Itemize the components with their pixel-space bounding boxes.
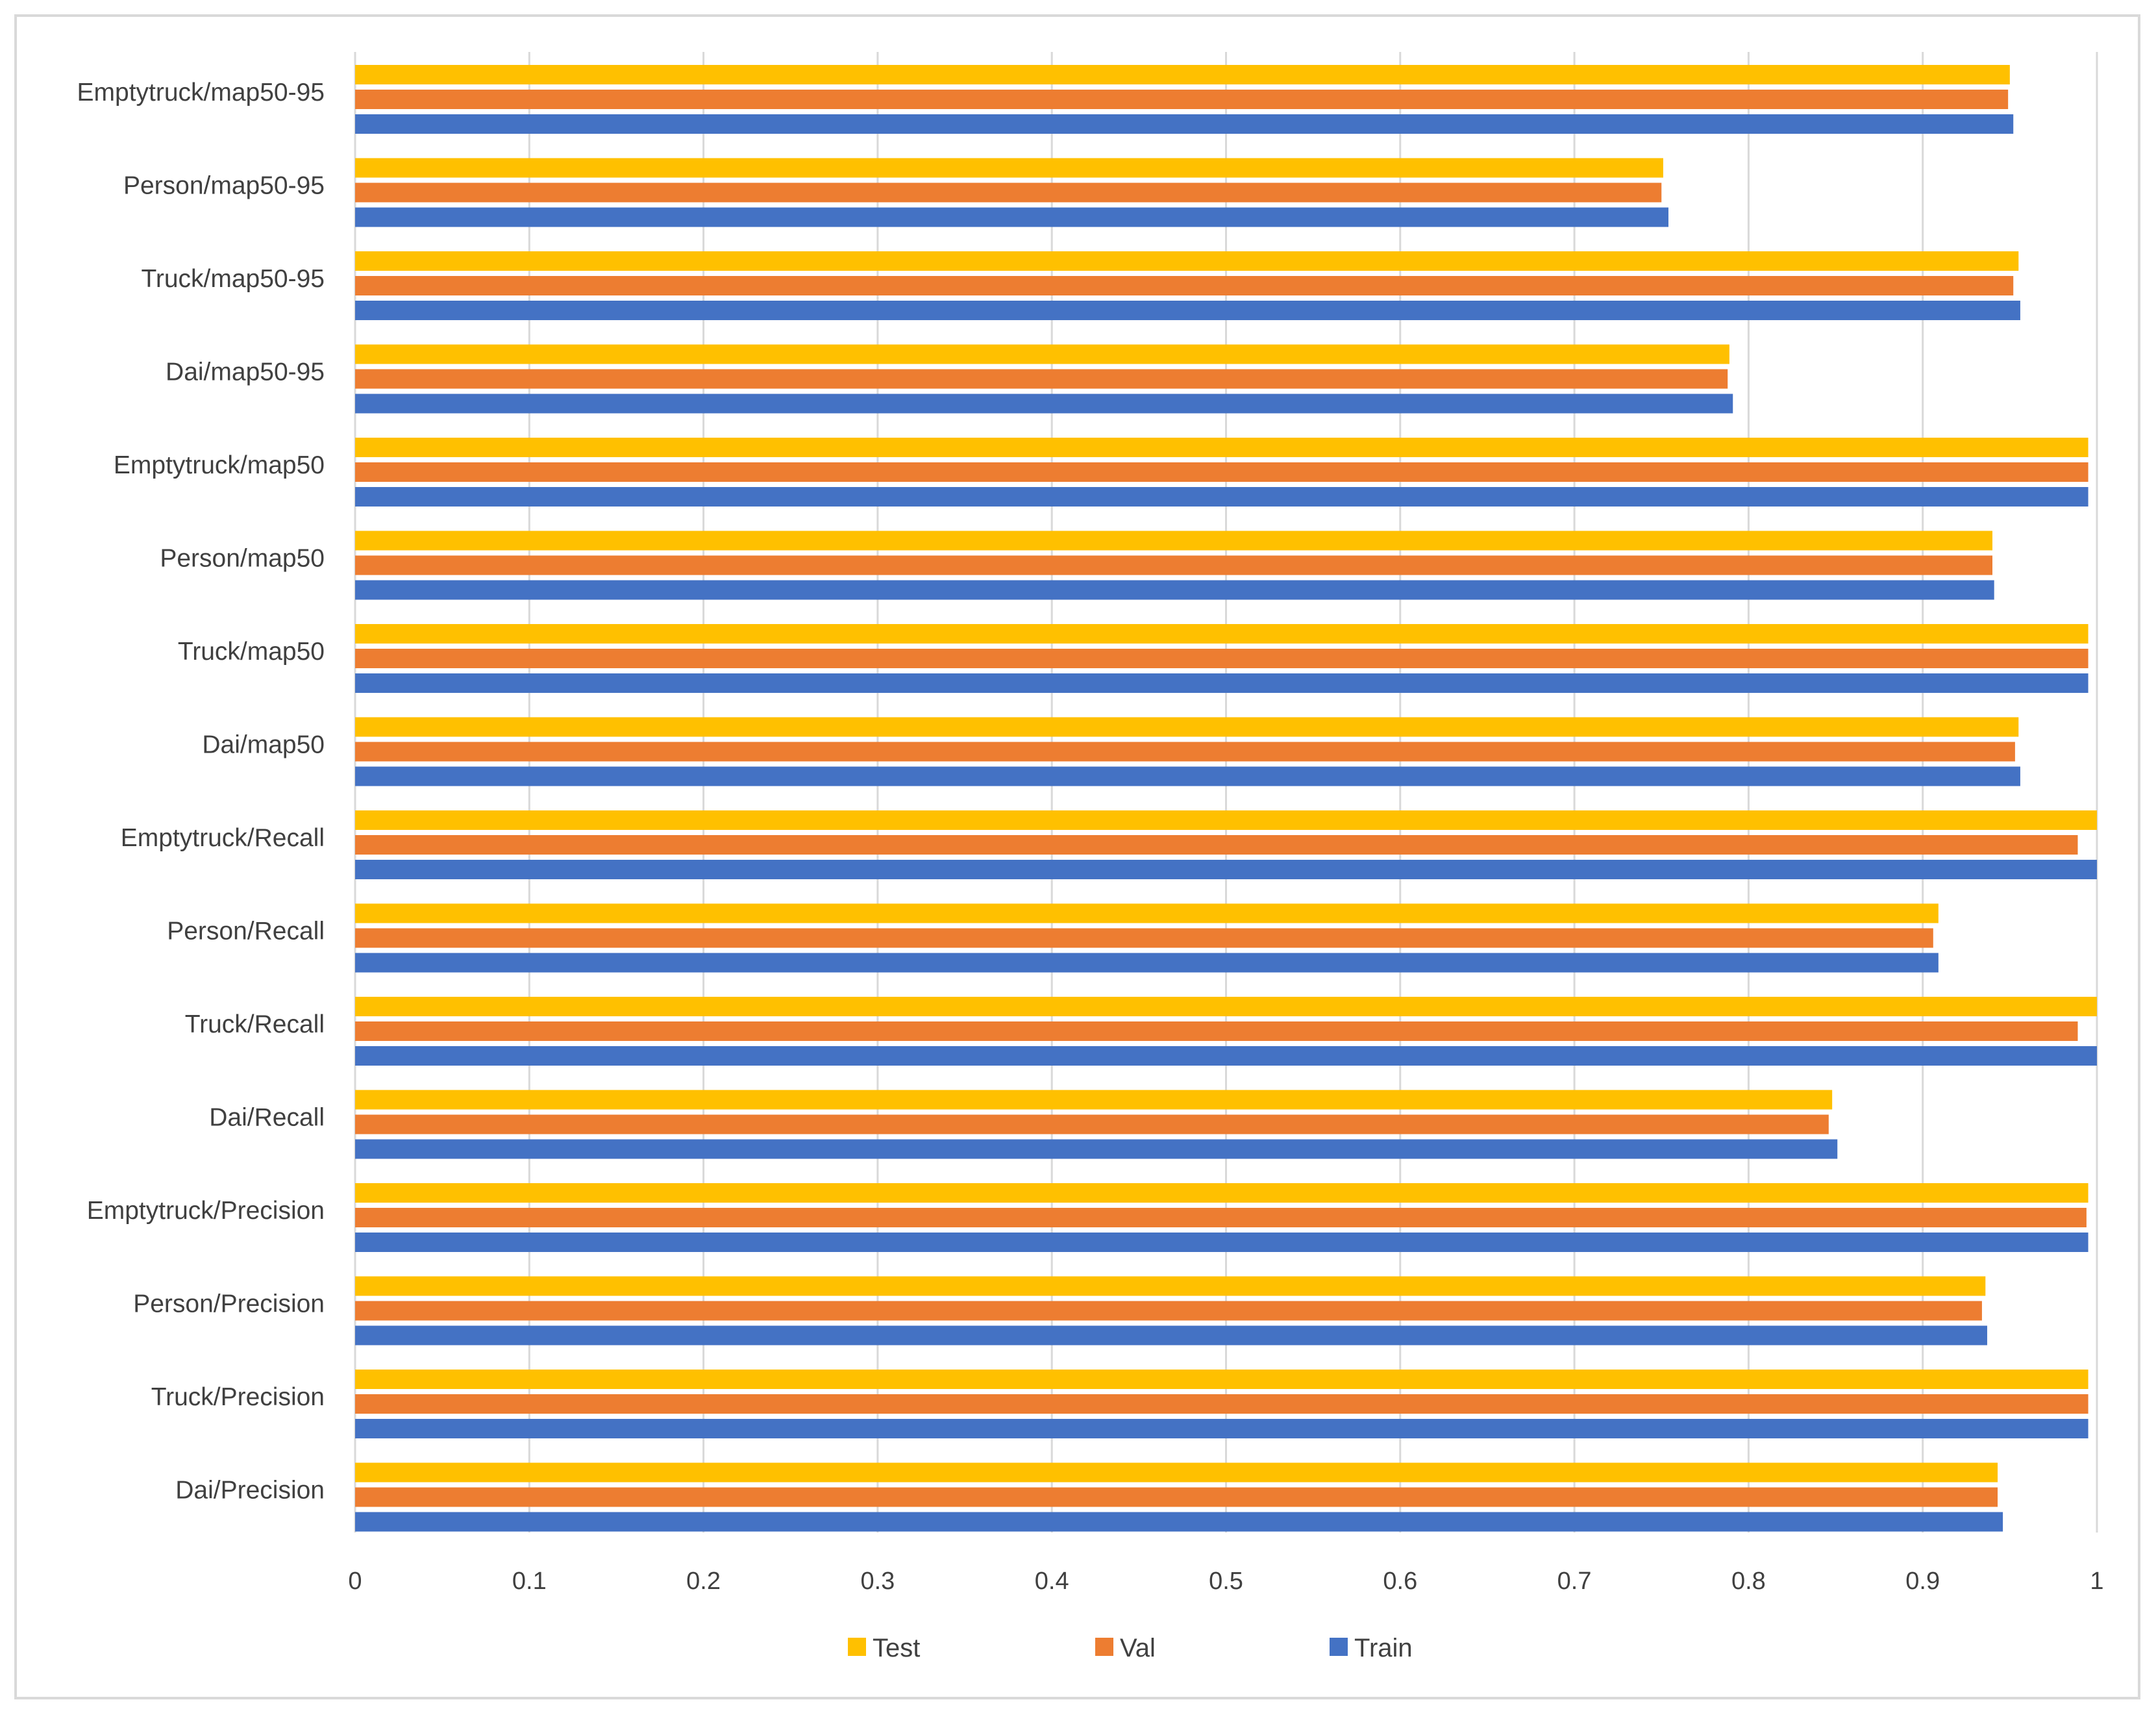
legend-swatch xyxy=(1330,1638,1348,1656)
bar-val xyxy=(355,1394,2088,1414)
category-label: Person/Recall xyxy=(167,918,325,945)
category-label: Person/Precision xyxy=(133,1290,325,1318)
x-tick-label: 0.2 xyxy=(686,1568,721,1595)
legend-item-val: Val xyxy=(1095,1634,1156,1662)
bar-train xyxy=(355,1325,1987,1346)
bar-val xyxy=(355,462,2088,482)
bar-train xyxy=(355,1139,1838,1159)
bar-val xyxy=(355,555,1993,575)
bar-val xyxy=(355,1114,1829,1134)
bar-train xyxy=(355,1233,2088,1252)
legend: Test Val Train xyxy=(848,1634,1413,1662)
x-tick-label: 0.4 xyxy=(1035,1568,1069,1595)
x-tick-label: 1 xyxy=(2090,1568,2103,1595)
bar-val xyxy=(355,1301,1982,1321)
bar-train xyxy=(355,953,1939,973)
bar-train xyxy=(355,1046,2097,1066)
bar-test xyxy=(355,997,2097,1016)
category-label: Dai/Precision xyxy=(175,1477,325,1505)
legend-label: Test xyxy=(873,1634,920,1662)
bar-test xyxy=(355,438,2088,457)
bar-test xyxy=(355,1183,2088,1203)
bar-train xyxy=(355,114,2014,134)
bar-test xyxy=(355,1090,1833,1110)
category-label: Truck/map50-95 xyxy=(141,265,325,293)
category-axis: Emptytruck/map50-95 Person/map50-95 Truck/… xyxy=(77,79,325,1505)
bar-test xyxy=(355,1276,1986,1296)
bar-val xyxy=(355,742,2015,762)
bar-val xyxy=(355,835,2078,855)
category-label: Emptytruck/map50-95 xyxy=(77,79,325,106)
category-label: Emptytruck/map50 xyxy=(114,451,325,479)
category-label: Person/map50-95 xyxy=(123,172,325,200)
bar-train xyxy=(355,301,2020,320)
bar-val xyxy=(355,369,1728,389)
x-tick-label: 0.3 xyxy=(860,1568,895,1595)
x-tick-label: 0.5 xyxy=(1209,1568,1243,1595)
bar-val xyxy=(355,1487,1998,1507)
legend-label: Val xyxy=(1120,1634,1156,1662)
legend-item-test: Test xyxy=(848,1634,920,1662)
bar-test xyxy=(355,251,2019,271)
category-label: Truck/Precision xyxy=(151,1383,325,1411)
x-tick-label: 0.6 xyxy=(1383,1568,1417,1595)
category-label: Emptytruck/Precision xyxy=(87,1197,325,1225)
x-tick-label: 0.7 xyxy=(1557,1568,1592,1595)
bar-val xyxy=(355,1208,2087,1227)
bar-test xyxy=(355,1462,1998,1483)
category-label: Dai/map50 xyxy=(202,731,325,759)
bar-val xyxy=(355,649,2088,668)
bar-test xyxy=(355,158,1663,178)
legend-swatch xyxy=(1095,1638,1113,1656)
bar-train xyxy=(355,207,1668,227)
bar-train xyxy=(355,673,2088,693)
category-label: Truck/map50 xyxy=(178,638,325,666)
legend-swatch xyxy=(848,1638,866,1656)
bar-val xyxy=(355,182,1662,203)
bar-val xyxy=(355,276,2014,295)
legend-label: Train xyxy=(1354,1634,1413,1662)
category-label: Person/map50 xyxy=(160,545,325,573)
bar-test xyxy=(355,344,1729,364)
x-axis: 0 0.1 0.2 0.3 0.4 0.5 0.6 0.7 0.8 0.9 1 xyxy=(348,1568,2103,1595)
x-tick-label: 0.1 xyxy=(512,1568,547,1595)
category-label: Truck/Recall xyxy=(185,1010,325,1038)
category-label: Dai/Recall xyxy=(209,1104,325,1132)
bar-test xyxy=(355,65,2010,84)
bar-val xyxy=(355,1021,2078,1041)
bar-test xyxy=(355,717,2019,737)
bars xyxy=(355,65,2097,1532)
bar-val xyxy=(355,928,1933,948)
bar-test xyxy=(355,624,2088,644)
bar-train xyxy=(355,394,1733,414)
legend-item-train: Train xyxy=(1330,1634,1413,1662)
bar-train xyxy=(355,1512,2003,1532)
bar-train xyxy=(355,580,1994,600)
x-tick-label: 0 xyxy=(348,1568,362,1595)
x-tick-label: 0.8 xyxy=(1731,1568,1766,1595)
bar-test xyxy=(355,1370,2088,1389)
bar-train xyxy=(355,860,2097,879)
category-label: Dai/map50-95 xyxy=(166,358,325,386)
bar-train xyxy=(355,1419,2088,1438)
bar-val xyxy=(355,90,2009,109)
bar-test xyxy=(355,810,2097,830)
bar-train xyxy=(355,766,2020,786)
x-tick-label: 0.9 xyxy=(1905,1568,1940,1595)
category-label: Emptytruck/Recall xyxy=(121,824,325,852)
bar-test xyxy=(355,903,1939,923)
bar-test xyxy=(355,531,1993,551)
bar-train xyxy=(355,487,2088,507)
